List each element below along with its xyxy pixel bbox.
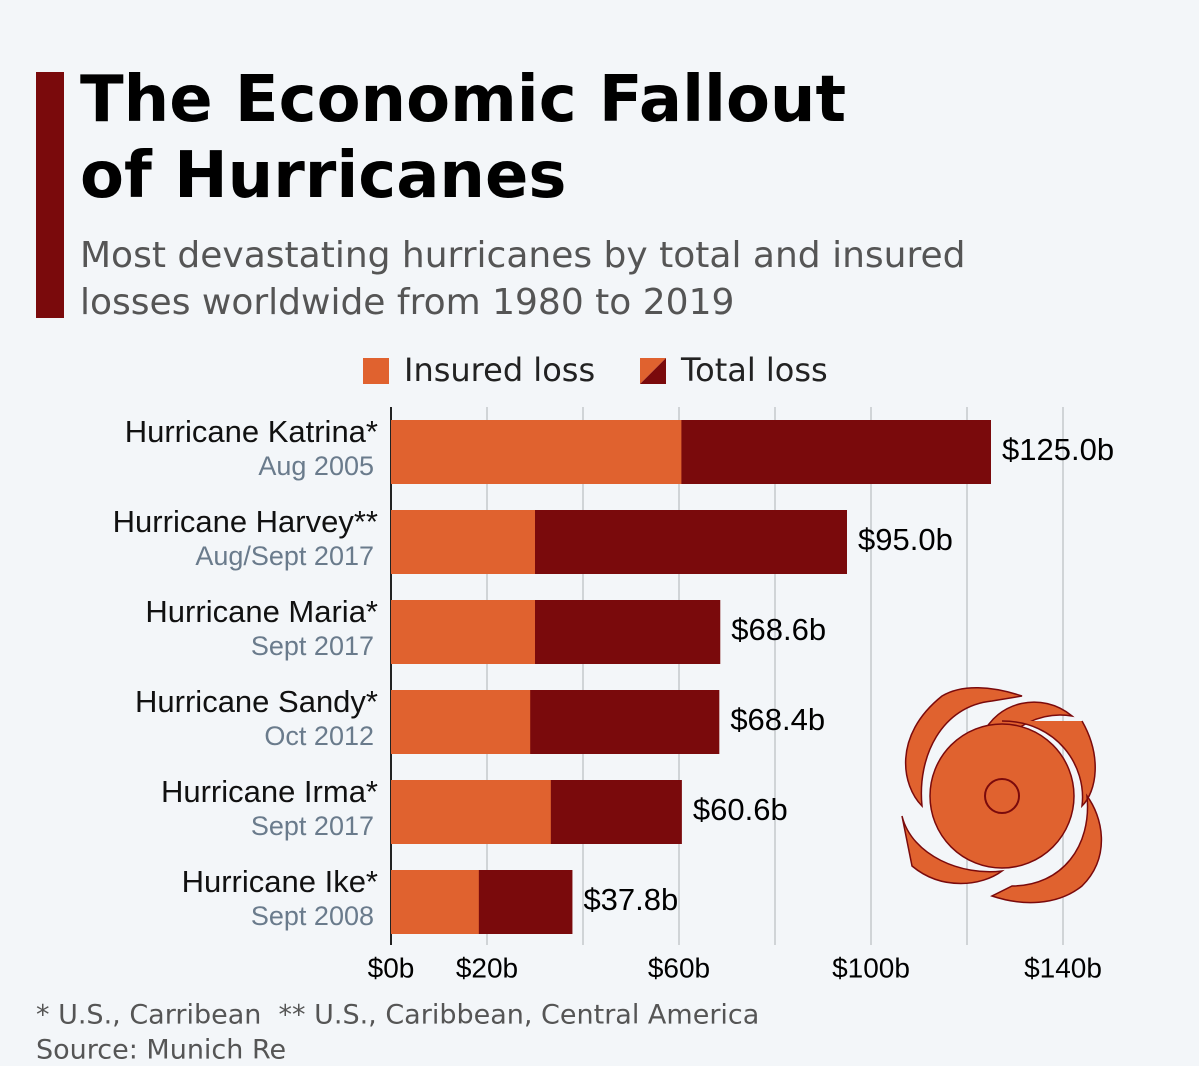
category-label: Hurricane Irma*: [161, 774, 378, 809]
category-date: Oct 2012: [264, 721, 374, 751]
bar: [391, 870, 479, 934]
value-label: $68.4b: [730, 702, 825, 737]
x-tick-label: $0b: [368, 952, 415, 983]
category-label: Hurricane Harvey**: [113, 504, 378, 539]
x-tick-label: $140b: [1024, 952, 1102, 983]
bar: [391, 780, 551, 844]
value-label: $95.0b: [858, 522, 953, 557]
category-label: Hurricane Katrina*: [125, 414, 378, 449]
category-date: Sept 2017: [251, 631, 374, 661]
bar: [391, 420, 682, 484]
bar: [391, 510, 535, 574]
value-label: $68.6b: [731, 612, 826, 647]
category-date: Sept 2008: [251, 901, 374, 931]
legend-label: Total loss: [680, 351, 828, 389]
value-label: $125.0b: [1002, 432, 1114, 467]
category-label: Hurricane Sandy*: [135, 684, 378, 719]
chart-subtitle: Most devastating hurricanes by total and…: [80, 235, 966, 323]
chart-title: The Economic Fallout of Hurricanes: [80, 63, 847, 213]
category-label: Hurricane Ike*: [182, 864, 378, 899]
title-bar: [36, 72, 64, 318]
x-tick-label: $20b: [456, 952, 518, 983]
legend-swatch: [640, 358, 666, 384]
legend-swatch: [363, 358, 389, 384]
category-date: Sept 2017: [251, 811, 374, 841]
bar: [391, 600, 535, 664]
hurricane-icon: [901, 687, 1103, 904]
bar: [391, 690, 531, 754]
value-label: $37.8b: [583, 882, 678, 917]
category-date: Aug/Sept 2017: [195, 541, 374, 571]
legend-label: Insured loss: [404, 351, 595, 389]
category-date: Aug 2005: [258, 451, 374, 481]
category-label: Hurricane Maria*: [145, 594, 378, 629]
x-tick-label: $60b: [648, 952, 710, 983]
footnote: * U.S., Carribean ** U.S., Caribbean, Ce…: [36, 1000, 759, 1031]
value-label: $60.6b: [693, 792, 788, 827]
source: Source: Munich Re: [36, 1035, 286, 1066]
x-tick-label: $100b: [832, 952, 910, 983]
